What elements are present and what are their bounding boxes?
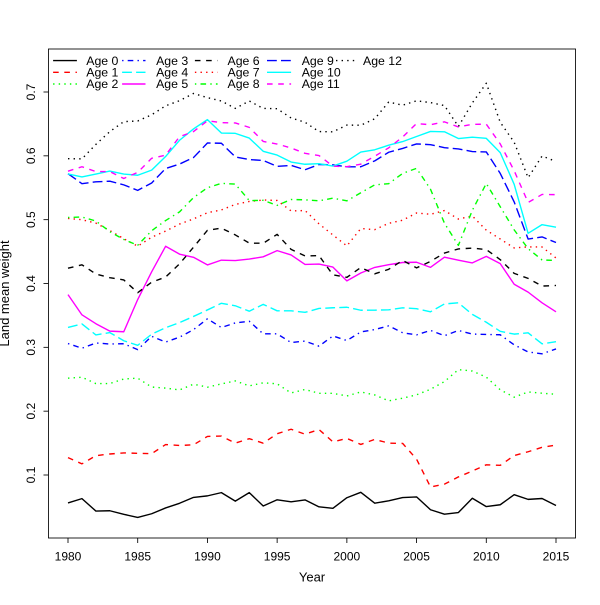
svg-text:1995: 1995 bbox=[264, 550, 291, 564]
svg-text:0.5: 0.5 bbox=[24, 211, 38, 228]
svg-text:0.2: 0.2 bbox=[24, 403, 38, 420]
svg-text:0.4: 0.4 bbox=[24, 275, 38, 292]
svg-text:0.6: 0.6 bbox=[24, 147, 38, 164]
svg-text:0.1: 0.1 bbox=[24, 466, 38, 483]
svg-text:2010: 2010 bbox=[473, 550, 500, 564]
svg-text:1990: 1990 bbox=[194, 550, 221, 564]
svg-text:Age 5: Age 5 bbox=[156, 77, 188, 91]
svg-text:2000: 2000 bbox=[334, 550, 361, 564]
svg-text:Age 12: Age 12 bbox=[363, 54, 402, 68]
svg-text:Year: Year bbox=[299, 570, 326, 585]
svg-text:2015: 2015 bbox=[543, 550, 570, 564]
svg-text:Age 11: Age 11 bbox=[302, 77, 340, 91]
svg-text:0.7: 0.7 bbox=[24, 83, 38, 100]
svg-text:Land mean weight: Land mean weight bbox=[0, 240, 12, 347]
svg-text:Age 8: Age 8 bbox=[228, 77, 260, 91]
svg-text:Age 2: Age 2 bbox=[86, 77, 118, 91]
svg-text:1985: 1985 bbox=[124, 550, 151, 564]
svg-text:0.3: 0.3 bbox=[24, 339, 38, 356]
svg-text:2005: 2005 bbox=[403, 550, 430, 564]
svg-text:1980: 1980 bbox=[55, 550, 82, 564]
